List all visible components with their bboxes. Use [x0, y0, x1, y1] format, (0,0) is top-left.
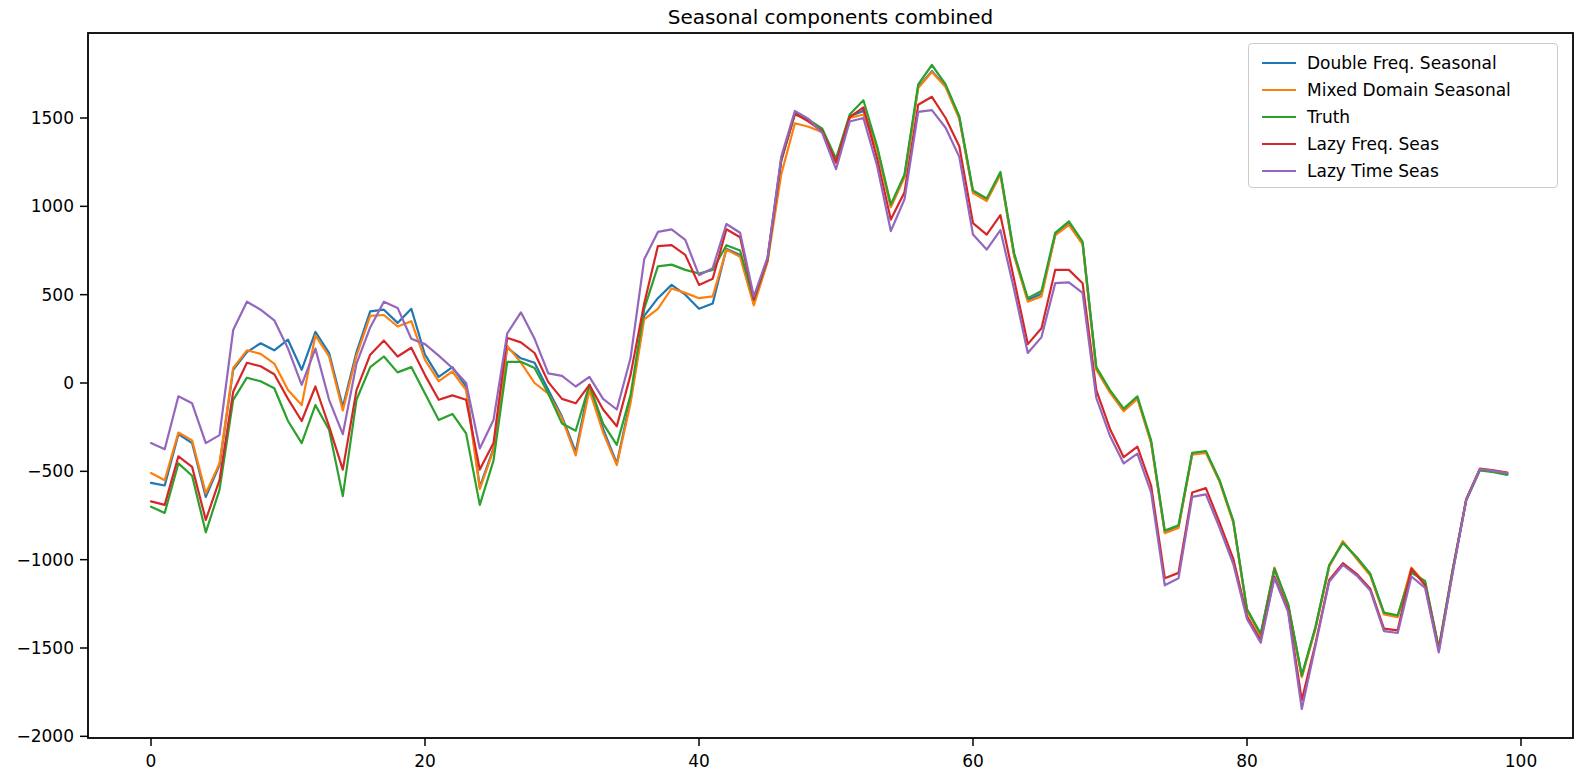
legend-label: Mixed Domain Seasonal: [1307, 80, 1511, 100]
legend-label: Double Freq. Seasonal: [1307, 53, 1497, 73]
y-tick-label: 1500: [31, 108, 74, 128]
y-tick-label: −2000: [16, 726, 74, 746]
legend-line-swatch: [1262, 89, 1296, 91]
x-tick-label: 60: [962, 751, 984, 771]
x-tick-label: 80: [1236, 751, 1258, 771]
legend-item: Mixed Domain Seasonal: [1249, 76, 1557, 103]
x-tick-label: 0: [146, 751, 157, 771]
legend-line-swatch: [1262, 143, 1296, 145]
y-tick-label: 0: [63, 373, 74, 393]
legend-line-swatch: [1262, 170, 1296, 172]
y-tick-label: 1000: [31, 196, 74, 216]
chart-title: Seasonal components combined: [88, 5, 1573, 29]
legend-item: Double Freq. Seasonal: [1249, 49, 1557, 76]
x-tick-label: 100: [1505, 751, 1537, 771]
legend: Double Freq. Seasonal Mixed Domain Seaso…: [1248, 43, 1558, 188]
legend-label: Lazy Freq. Seas: [1307, 134, 1439, 154]
y-tick-label: −1500: [16, 638, 74, 658]
x-tick-label: 20: [414, 751, 436, 771]
legend-item: Lazy Freq. Seas: [1249, 130, 1557, 157]
y-tick-label: −500: [27, 461, 74, 481]
legend-label: Truth: [1307, 107, 1350, 127]
legend-line-swatch: [1262, 62, 1296, 64]
y-tick-label: −1000: [16, 550, 74, 570]
legend-label: Lazy Time Seas: [1307, 161, 1439, 181]
legend-item: Lazy Time Seas: [1249, 157, 1557, 184]
x-tick-label: 40: [688, 751, 710, 771]
legend-line-swatch: [1262, 116, 1296, 118]
y-tick-label: 500: [42, 285, 74, 305]
legend-item: Truth: [1249, 103, 1557, 130]
figure: 0 20 40 60 80 100 −2000 −1500 −1000 −500 0 500 1000 1…: [0, 0, 1581, 781]
